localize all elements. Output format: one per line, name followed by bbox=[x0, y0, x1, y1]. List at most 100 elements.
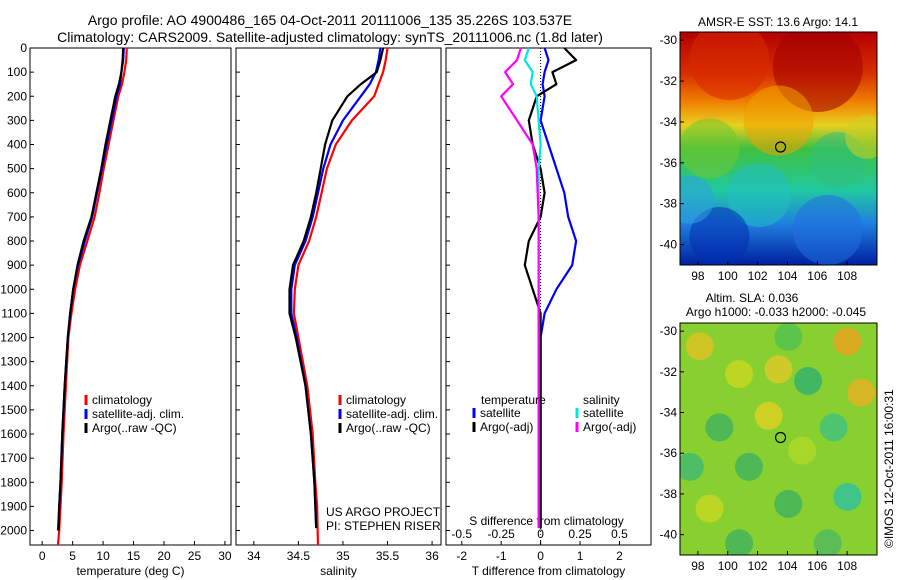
sla-patch bbox=[788, 436, 817, 465]
plot-frame bbox=[445, 47, 652, 546]
y-tick-label: -32 bbox=[660, 74, 678, 88]
sla-patch bbox=[680, 452, 704, 481]
sla-patch bbox=[695, 494, 724, 523]
sst-map-title: AMSR-E SST: 13.6 Argo: 14.1 bbox=[698, 15, 858, 29]
y-tick-label: 1400 bbox=[0, 379, 27, 393]
legend-label: climatology bbox=[92, 393, 152, 407]
sst-map: 98 100 102 104 106 108 -30 -32 -34 -36 -38 -40 AMSR-… bbox=[660, 15, 878, 283]
x-tick-label: 10 bbox=[96, 549, 110, 563]
legend-label: Argo(..raw -QC) bbox=[92, 421, 177, 435]
y-tick-label: 1200 bbox=[0, 331, 27, 345]
sla-patch bbox=[774, 489, 803, 518]
y-tick-label: 1800 bbox=[0, 475, 27, 489]
x-tick-label: 0 bbox=[39, 549, 46, 563]
sla-patch bbox=[725, 529, 754, 555]
y-tick-label: 1900 bbox=[0, 499, 27, 513]
x2-tick-label: 0 bbox=[537, 527, 544, 541]
plot-frame bbox=[235, 47, 442, 546]
legend-label: satellite bbox=[583, 406, 624, 420]
x-tick-label: 98 bbox=[691, 559, 705, 573]
series-line bbox=[288, 47, 385, 529]
x2-axis-label: S difference from climatology bbox=[469, 514, 624, 528]
series-line bbox=[523, 47, 578, 529]
x-tick-label: 25 bbox=[188, 549, 202, 563]
y-tick-label: 2000 bbox=[0, 524, 27, 538]
y-tick-label: -30 bbox=[660, 33, 678, 47]
sla-map: 98 100 102 104 106 108 -30 -32 -34 -36 -38 -40 Altim… bbox=[660, 291, 878, 573]
y-tick-label: -30 bbox=[660, 324, 678, 338]
sla-patch bbox=[794, 367, 823, 395]
sst-patch bbox=[845, 114, 877, 159]
series-line bbox=[500, 47, 540, 529]
sst-patch bbox=[689, 32, 770, 100]
sla-patch bbox=[764, 355, 793, 384]
legend-label: climatology bbox=[346, 393, 406, 407]
x-tick-label: 106 bbox=[807, 269, 827, 283]
salinity-panel: 34 34.5 35 35.5 36 salinity bbox=[235, 47, 442, 578]
x-tick-label: 30 bbox=[218, 549, 232, 563]
map-field bbox=[680, 32, 877, 265]
figure-title-line2: Climatology: CARS2009. Satellite-adjuste… bbox=[57, 29, 603, 45]
y-tick-label: 1600 bbox=[0, 427, 27, 441]
sla-patch bbox=[774, 323, 803, 351]
y-tick-label: -38 bbox=[660, 197, 678, 211]
x-tick-label: -2 bbox=[456, 549, 467, 563]
y-tick-label: -36 bbox=[660, 446, 678, 460]
y-tick-label: 300 bbox=[7, 113, 27, 127]
sla-patch bbox=[734, 452, 763, 481]
sla-patch bbox=[813, 529, 842, 555]
legend-label: Argo(-adj) bbox=[480, 420, 533, 434]
difference-panel: -2 -1 0 1 2T difference from climatology S di… bbox=[445, 47, 652, 578]
x-axis-label: temperature (deg C) bbox=[76, 564, 184, 578]
series-line bbox=[57, 47, 125, 531]
x-tick-label: 20 bbox=[157, 549, 171, 563]
y-tick-label: 0 bbox=[20, 41, 27, 55]
credit-pi: PI: STEPHEN RISER bbox=[326, 519, 441, 533]
sla-patch bbox=[705, 413, 734, 442]
legend-label: satellite-adj. clim. bbox=[92, 407, 184, 421]
x-tick-label: 102 bbox=[748, 269, 768, 283]
y-tick-label: -36 bbox=[660, 156, 678, 170]
sst-patch bbox=[689, 207, 750, 265]
legend-label: Argo(..raw -QC) bbox=[346, 421, 431, 435]
y-tick-label: 1700 bbox=[0, 451, 27, 465]
sla-patch bbox=[833, 327, 862, 356]
series-line bbox=[290, 47, 382, 529]
temperature-panel: 0100200300400500600700800900100011001200… bbox=[0, 41, 232, 578]
x-tick-label: 106 bbox=[807, 559, 827, 573]
y-tick-label: -34 bbox=[660, 115, 678, 129]
timestamp: ©IMOS 12-Oct-2011 16:00:31 bbox=[882, 389, 896, 548]
y-tick-label: 400 bbox=[7, 138, 27, 152]
sla-patch bbox=[754, 401, 783, 430]
x-tick-label: 108 bbox=[837, 559, 857, 573]
x-tick-label: 15 bbox=[127, 549, 141, 563]
x-tick-label: 0 bbox=[537, 549, 544, 563]
sst-patch bbox=[743, 85, 814, 156]
y-tick-label: -32 bbox=[660, 365, 678, 379]
sla-patch bbox=[833, 483, 862, 511]
credit-project: US ARGO PROJECT bbox=[326, 505, 441, 519]
sst-patch bbox=[726, 163, 791, 228]
x-tick-label: 36 bbox=[425, 549, 439, 563]
sla-patch bbox=[847, 378, 876, 407]
x-tick-label: 98 bbox=[691, 269, 705, 283]
x-tick-label: -1 bbox=[496, 549, 507, 563]
x-axis-label: salinity bbox=[320, 564, 357, 578]
x-tick-label: 34 bbox=[247, 549, 261, 563]
x2-tick-label: -0.5 bbox=[451, 527, 472, 541]
y-tick-label: 1300 bbox=[0, 355, 27, 369]
x-tick-label: 2 bbox=[616, 549, 623, 563]
x-tick-label: 5 bbox=[69, 549, 76, 563]
sla-map-subtitle: Argo h1000: -0.033 h2000: -0.045 bbox=[686, 305, 866, 319]
argo-position-marker bbox=[774, 431, 787, 444]
legend-header: salinity bbox=[583, 393, 620, 407]
sla-patch bbox=[685, 332, 714, 361]
sst-patch bbox=[680, 175, 714, 224]
y-tick-label: 800 bbox=[7, 234, 27, 248]
x2-tick-label: 0.5 bbox=[611, 527, 628, 541]
y-tick-label: 100 bbox=[7, 65, 27, 79]
